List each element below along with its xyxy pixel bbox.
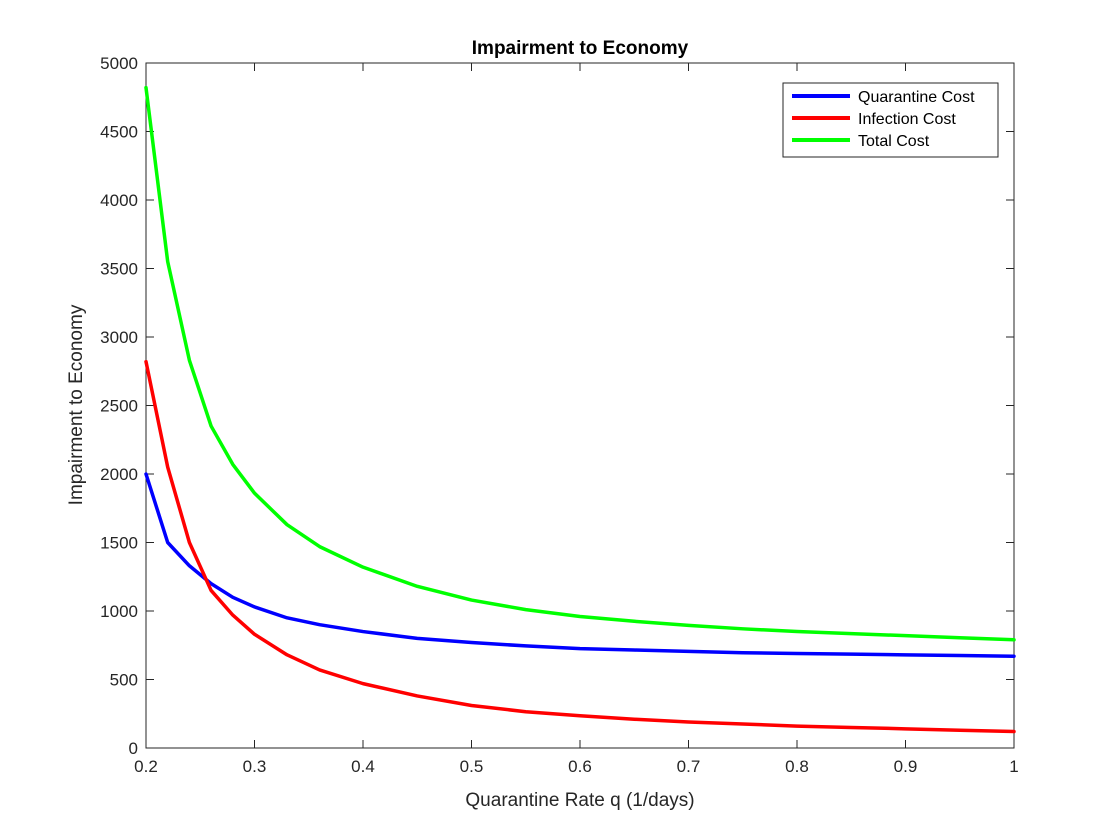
y-tick-label: 3500 <box>100 260 138 279</box>
x-tick-label: 0.5 <box>460 757 484 776</box>
x-tick-label: 0.6 <box>568 757 592 776</box>
legend: Quarantine Cost Infection Cost Total Cos… <box>782 82 999 158</box>
series-line-quarantine-cost <box>144 472 1016 658</box>
y-tick-label: 3000 <box>100 328 138 347</box>
x-tick-label: 0.4 <box>351 757 375 776</box>
x-tick-label: 0.7 <box>677 757 701 776</box>
series-line-infection-cost <box>144 359 1016 734</box>
x-tick-label: 0.2 <box>134 757 158 776</box>
y-axis: 0 500 1000 1500 2000 2500 3000 3500 4000 4500 5000 <box>100 54 1014 758</box>
y-tick-label: 2500 <box>100 397 138 416</box>
x-tick-label: 0.9 <box>894 757 918 776</box>
plot-area <box>145 62 1015 749</box>
legend-label-infection-cost: Infection Cost <box>858 111 956 128</box>
y-tick-label: 5000 <box>100 54 138 73</box>
series-line-total-cost <box>144 85 1016 642</box>
x-axis: 0.2 0.3 0.4 0.5 0.6 0.7 0.8 0.9 1 <box>134 63 1019 776</box>
y-tick-label: 0 <box>129 739 138 758</box>
chart-title: Impairment to Economy <box>472 38 689 59</box>
y-axis-label: Impairment to Economy <box>66 304 87 505</box>
legend-label-total-cost: Total Cost <box>858 133 930 150</box>
x-axis-label: Quarantine Rate q (1/days) <box>465 790 694 811</box>
y-tick-label: 1500 <box>100 534 138 553</box>
x-tick-label: 0.3 <box>243 757 267 776</box>
y-tick-label: 1000 <box>100 602 138 621</box>
y-tick-label: 2000 <box>100 465 138 484</box>
legend-label-quarantine-cost: Quarantine Cost <box>858 89 975 106</box>
y-tick-label: 4500 <box>100 123 138 142</box>
x-tick-label: 1 <box>1009 757 1018 776</box>
y-tick-label: 500 <box>110 671 138 690</box>
series-group <box>144 85 1016 734</box>
y-tick-label: 4000 <box>100 191 138 210</box>
x-tick-label: 0.8 <box>785 757 809 776</box>
